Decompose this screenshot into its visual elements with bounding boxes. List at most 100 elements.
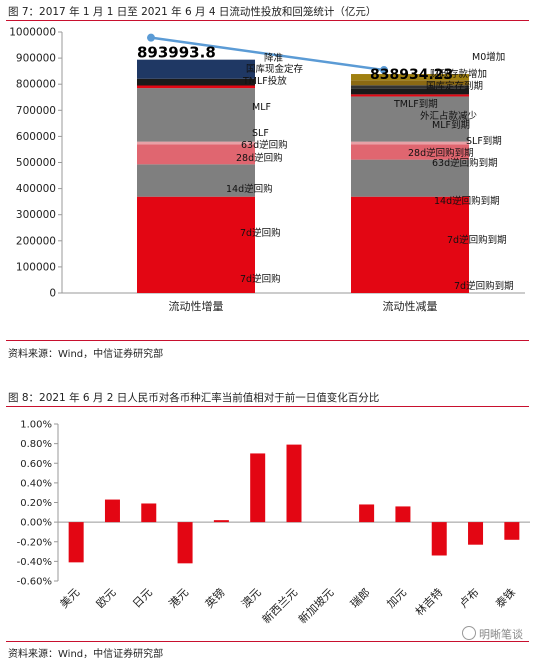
bar (286, 444, 302, 523)
bar (431, 522, 447, 556)
x-category-label: 新加坡元 (295, 585, 336, 626)
fig7-bottom-rule (6, 340, 529, 341)
segment-annotation: 国库现金定存 (246, 63, 304, 75)
segment-annotation: 7d逆回购 (240, 273, 281, 285)
y-tick-label: 800000 (16, 79, 56, 91)
segment-annotation: TMLF投放 (242, 75, 287, 87)
segment-annotation: 7d逆回购 (240, 227, 281, 239)
bar (504, 522, 520, 540)
fig8-bottom-rule (6, 641, 529, 642)
bar (177, 522, 193, 564)
x-category-label: 美元 (58, 586, 83, 611)
y-tick-label: -0.20% (17, 537, 52, 548)
bar (468, 522, 484, 545)
y-tick-label: 500000 (16, 157, 56, 169)
segment-annotation: 28d逆回购 (236, 152, 283, 164)
y-tick-label: 0.00% (20, 518, 52, 529)
bar-segment (351, 85, 469, 89)
x-category-label: 泰铢 (493, 585, 518, 610)
bar-segment (351, 80, 469, 86)
segment-annotation: 63d逆回购 (241, 139, 288, 151)
y-tick-label: -0.40% (17, 557, 52, 568)
x-category-label: 新西兰元 (259, 585, 300, 626)
bar-segment (137, 78, 255, 86)
y-tick-label: 1.00% (20, 420, 52, 431)
fig7-top-rule (6, 20, 529, 21)
fig8-top-rule (6, 406, 529, 407)
fig7-caption: 图 7：2017 年 1 月 1 日至 2021 年 6 月 4 日流动性投放和… (8, 6, 377, 18)
y-tick-label: 600000 (16, 131, 56, 143)
segment-annotation: 14d逆回购 (226, 183, 273, 195)
total-connector-line (150, 36, 385, 72)
y-tick-label: 0.60% (20, 459, 52, 470)
x-category-label: 日元 (130, 586, 155, 611)
segment-annotation: 7d逆回购到期 (454, 280, 514, 292)
bar-segment (351, 141, 469, 145)
x-category-label: 加元 (384, 586, 409, 611)
wechat-icon (462, 626, 476, 640)
x-category-label: 澳元 (239, 586, 264, 611)
total-label: 893993.8 (137, 44, 216, 62)
segment-annotation: 14d逆回购到期 (434, 195, 500, 207)
bar-segment (137, 196, 255, 293)
bar (104, 499, 120, 523)
bar (395, 506, 411, 523)
x-category-label: 瑞郎 (347, 585, 372, 610)
x-category-label: 欧元 (94, 586, 119, 611)
liquidity-stacked-bar-chart: 0 100000 200000 300000 400000 500000 600000 700… (9, 27, 525, 313)
total-marker (147, 33, 155, 42)
segment-annotation: 财政存款增加 (430, 68, 487, 80)
segment-annotation: 外汇占款减少 (420, 110, 478, 122)
watermark: 明晰笔谈 (462, 626, 523, 642)
y-tick-label: 0.80% (20, 439, 52, 450)
bar-segment (137, 88, 255, 142)
watermark-text: 明晰笔谈 (479, 628, 523, 641)
y-tick-label: 300000 (16, 209, 56, 221)
x-category-label: 流动性减量 (383, 299, 438, 313)
y-tick-label: 900000 (16, 53, 56, 65)
y-tick-label: 700000 (16, 105, 56, 117)
bar-segment (137, 144, 255, 165)
segment-annotation: M0增加 (472, 51, 505, 63)
segment-annotation: MLF到期 (432, 119, 470, 131)
x-category-label: 流动性增量 (169, 299, 224, 313)
total-label: 838934.23 (370, 67, 453, 83)
bar-segment (351, 88, 469, 95)
x-category-label: 林吉特 (412, 585, 445, 618)
bar-segment (351, 96, 469, 142)
total-marker (380, 66, 388, 75)
y-tick-label: 0 (49, 288, 56, 300)
bar-segment (351, 94, 469, 97)
bar-segment (137, 59, 255, 79)
fig8-caption: 图 8：2021 年 6 月 2 日人民币对各币种汇率当前值相对于前一日值变化百… (8, 392, 380, 404)
bar-segment (351, 196, 469, 293)
bar (359, 504, 375, 523)
segment-annotation: 降准 (264, 52, 284, 64)
segment-annotation: 国库定存到期 (426, 80, 483, 92)
bar-segment (351, 159, 469, 197)
segment-annotation: SLF到期 (466, 135, 502, 147)
x-category-label: 港元 (166, 586, 191, 611)
y-tick-label: -0.60% (17, 577, 52, 588)
y-tick-label: 1000000 (9, 27, 56, 39)
bar (250, 453, 266, 523)
x-category-label: 卢布 (457, 586, 482, 611)
y-tick-label: 0.20% (20, 498, 52, 509)
y-tick-label: 100000 (16, 261, 56, 273)
x-category-label: 英镑 (202, 585, 227, 610)
bar-segment (351, 74, 469, 81)
segment-annotation: SLF (252, 128, 269, 139)
bar-segment (137, 164, 255, 197)
fig7-source: 资料来源：Wind，中信证券研究部 (8, 349, 164, 360)
bar-segment (351, 144, 469, 160)
bar-segment (137, 141, 255, 145)
bar-segment (137, 85, 255, 89)
bar (141, 503, 157, 523)
bar (213, 520, 229, 523)
segment-annotation: TMLF到期 (393, 98, 438, 110)
y-tick-label: 400000 (16, 183, 56, 195)
y-tick-label: 0.40% (20, 478, 52, 489)
fig8-source: 资料来源：Wind，中信证券研究部 (8, 649, 164, 660)
segment-annotation: MLF (252, 102, 271, 113)
fx-change-bar-chart: -0.60% -0.40% -0.20% 0.00% 0.20% 0.40% 0.60% 0.… (17, 420, 530, 626)
